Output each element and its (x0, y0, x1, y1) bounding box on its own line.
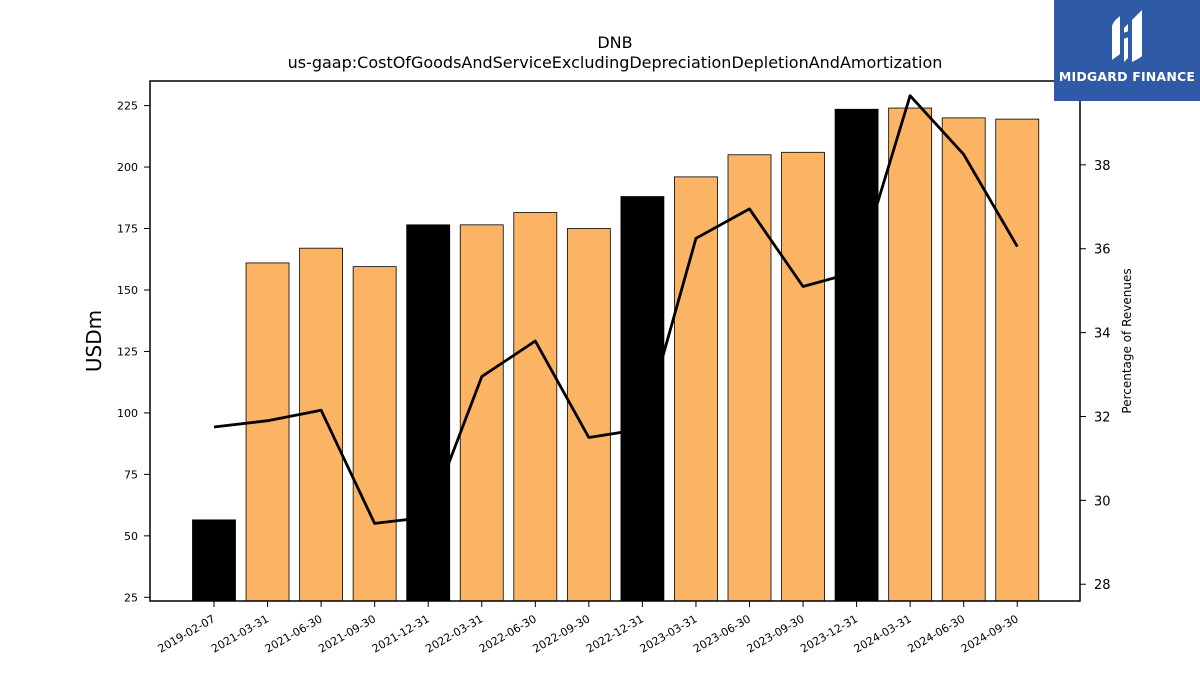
y-tick-label: 125 (117, 345, 138, 358)
y2-tick-label: 38 (1094, 159, 1111, 174)
y-tick-label: 75 (124, 468, 138, 481)
bars-group (192, 107, 1040, 602)
y-axis-label: USDm (82, 310, 106, 372)
y2-tick-label: 36 (1094, 243, 1111, 258)
x-tick-label: 2024-03-31 (852, 612, 914, 655)
y2-axis-label: Percentage of Revenues (1120, 268, 1134, 413)
bar-2021-12-31 (406, 224, 451, 602)
x-tick-label: 2021-12-31 (370, 612, 432, 655)
x-tick-label: 2023-06-30 (691, 612, 753, 655)
x-tick-label: 2022-12-31 (584, 612, 646, 655)
chart-subtitle: us-gaap:CostOfGoodsAndServiceExcludingDe… (288, 53, 943, 72)
percentage-line (213, 94, 1019, 525)
x-tick-label: 2022-06-30 (477, 612, 539, 655)
brand-logo: MIDGARD FINANCE (1054, 0, 1200, 101)
y2-tick-label: 28 (1094, 578, 1111, 593)
y-tick-label: 50 (124, 530, 138, 543)
bar-2023-03-31 (674, 176, 718, 602)
bar-2024-06-30 (941, 117, 986, 602)
line-group (213, 94, 1019, 525)
y-axis-right: 28 30 32 34 36 38 (1080, 159, 1111, 593)
x-tick-label: 2019-02-07 (156, 612, 218, 655)
bar-2022-09-30 (566, 228, 611, 602)
x-tick-label: 2022-03-31 (423, 612, 485, 655)
x-tick-label: 2023-12-31 (798, 612, 860, 655)
y-tick-label: 150 (117, 284, 138, 297)
x-tick-label: 2021-09-30 (316, 612, 378, 655)
x-tick-label: 2021-06-30 (263, 612, 325, 655)
bar-2019-02-07 (192, 519, 236, 602)
x-tick-label: 2023-03-31 (638, 612, 700, 655)
y-tick-label: 25 (124, 591, 138, 604)
bar-2024-09-30 (995, 118, 1040, 602)
bar-2022-12-31 (620, 196, 665, 602)
y2-tick-label: 30 (1094, 494, 1111, 509)
x-tick-label: 2024-06-30 (905, 612, 967, 655)
bar-2022-06-30 (513, 212, 558, 602)
brand-name: MIDGARD FINANCE (1058, 69, 1196, 84)
y2-tick-label: 34 (1094, 327, 1111, 342)
bar-2021-06-30 (299, 247, 344, 602)
x-tick-label: 2023-09-30 (745, 612, 807, 655)
bar-2021-09-30 (352, 266, 397, 602)
bar-2023-09-30 (781, 151, 825, 602)
x-axis: 2019-02-072021-03-312021-06-302021-09-30… (156, 601, 1021, 656)
y-axis-left: 25 50 75 100 125 150 175 200 225 (117, 100, 150, 604)
x-tick-label: 2021-03-31 (209, 612, 271, 655)
y-tick-label: 100 (117, 407, 138, 420)
x-tick-label: 2024-09-30 (959, 612, 1021, 655)
midgard-logo-icon (1112, 10, 1142, 62)
chart-title: DNB (597, 33, 632, 52)
bar-2021-03-31 (245, 262, 290, 602)
x-tick-label: 2022-09-30 (530, 612, 592, 655)
plot-frame (149, 80, 1081, 602)
y-tick-label: 200 (117, 161, 138, 174)
y-tick-label: 175 (117, 223, 138, 236)
y-tick-label: 225 (117, 100, 138, 113)
y2-tick-label: 32 (1094, 410, 1111, 425)
bar-2023-12-31 (834, 108, 879, 602)
bar-2024-03-31 (888, 107, 933, 602)
bar-2023-06-30 (727, 154, 772, 602)
